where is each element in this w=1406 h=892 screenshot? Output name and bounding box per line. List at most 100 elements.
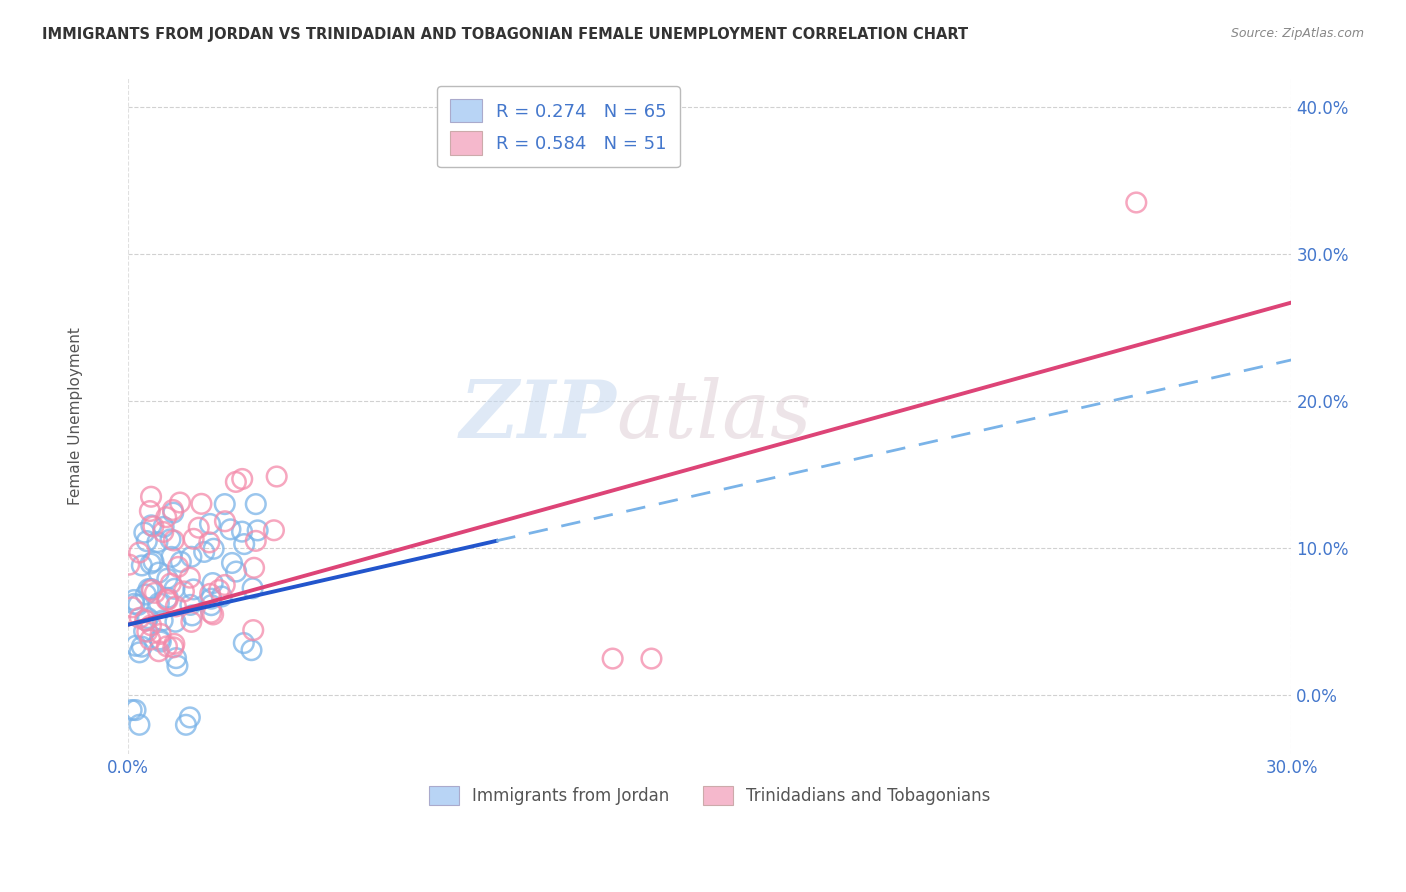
Point [122,593,145,607]
Point [198,587,221,601]
Point [214,514,236,528]
Point [231,472,253,486]
Point [181,608,204,623]
Point [187,521,209,535]
Point [159,576,181,591]
Point [148,596,170,610]
Text: Source: ZipAtlas.com: Source: ZipAtlas.com [1230,27,1364,40]
Point [200,606,222,620]
Point [166,658,188,673]
Point [183,532,205,546]
Point [225,475,247,489]
Point [131,558,153,573]
Point [201,576,224,591]
Point [640,651,662,665]
Point [121,703,143,717]
Point [125,639,148,653]
Point [179,710,201,724]
Point [165,615,187,629]
Point [208,582,231,597]
Legend: Immigrants from Jordan, Trinidadians and Tobagonians: Immigrants from Jordan, Trinidadians and… [420,778,998,814]
Point [139,632,162,647]
Point [141,582,163,596]
Point [200,591,222,606]
Point [1125,195,1147,210]
Point [243,561,266,575]
Point [160,549,183,564]
Point [221,556,243,570]
Point [233,537,256,551]
Point [128,545,150,559]
Point [146,535,169,549]
Point [149,632,172,647]
Point [163,637,186,651]
Point [169,495,191,509]
Point [211,590,233,604]
Point [149,634,172,648]
Point [245,533,267,548]
Text: IMMIGRANTS FROM JORDAN VS TRINIDADIAN AND TOBAGONIAN FEMALE UNEMPLOYMENT CORRELA: IMMIGRANTS FROM JORDAN VS TRINIDADIAN AN… [42,27,969,42]
Point [139,490,162,504]
Text: Female Unemployment: Female Unemployment [67,326,83,505]
Point [240,643,263,657]
Point [124,597,146,611]
Point [183,582,205,597]
Point [202,541,225,556]
Point [242,582,264,596]
Point [139,504,162,518]
Point [139,557,162,571]
Point [159,533,181,547]
Point [156,593,179,607]
Point [602,651,624,665]
Point [143,586,166,600]
Point [139,618,162,632]
Point [266,469,288,483]
Point [165,599,187,614]
Point [162,503,184,517]
Point [149,627,172,641]
Point [142,555,165,569]
Point [152,520,174,534]
Point [134,525,156,540]
Text: atlas: atlas [616,377,811,455]
Point [246,524,269,538]
Point [155,510,177,524]
Point [242,623,264,637]
Point [138,582,160,596]
Point [121,600,143,615]
Point [231,524,253,539]
Point [190,497,212,511]
Point [198,535,221,549]
Point [156,591,179,605]
Point [193,545,215,559]
Point [148,644,170,658]
Point [198,516,221,531]
Point [173,584,195,599]
Point [163,533,186,548]
Point [141,582,163,597]
Point [170,555,193,569]
Point [165,651,187,665]
Point [162,506,184,520]
Point [141,518,163,533]
Point [155,592,177,607]
Point [128,611,150,625]
Point [263,523,285,537]
Point [124,703,146,717]
Text: ZIP: ZIP [460,377,616,455]
Point [156,572,179,586]
Point [131,640,153,654]
Point [232,636,254,650]
Point [174,718,197,732]
Point [163,582,186,596]
Point [200,598,222,612]
Point [148,566,170,580]
Point [136,624,159,639]
Point [180,615,202,629]
Point [202,607,225,622]
Point [127,598,149,612]
Point [214,578,236,592]
Point [128,645,150,659]
Point [219,522,242,536]
Point [152,614,174,628]
